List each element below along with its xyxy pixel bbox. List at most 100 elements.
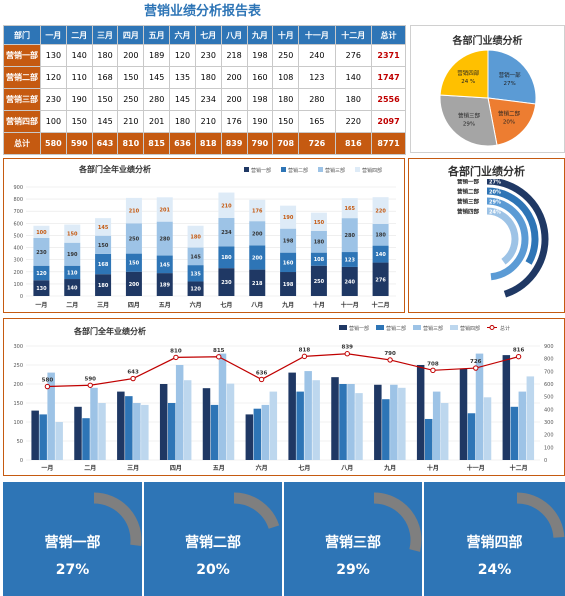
total-cell: 643 — [91, 132, 119, 155]
table-cell: 280 — [143, 88, 171, 111]
combo-bar — [390, 384, 398, 460]
bar-data-label: 180 — [98, 283, 109, 289]
bar-data-label: 210 — [221, 203, 232, 209]
bar-data-label: 180 — [190, 235, 201, 241]
stack-bar — [187, 225, 204, 248]
y-tick-label: 100 — [13, 282, 23, 288]
y-tick-label-right: 600 — [544, 382, 554, 388]
y-tick-label: 900 — [13, 185, 23, 191]
x-tick-label: 七月 — [298, 464, 310, 472]
x-tick-label: 三月 — [127, 464, 139, 472]
tile-name: 营销一部 — [44, 535, 101, 551]
x-tick-label: 四月 — [128, 301, 140, 309]
total-cell: 590 — [65, 132, 93, 155]
legend-swatch — [318, 167, 323, 172]
bar-data-label: 200 — [129, 282, 140, 288]
radial-bar — [486, 179, 549, 298]
line-marker — [173, 354, 179, 361]
table-cell: 130 — [40, 44, 67, 67]
combo-bar — [82, 418, 90, 460]
tile-gauge — [93, 492, 142, 546]
stacked-bar-chart: 各部门全年业绩分析 营销一部 营销二部 营销三部 营销四部 0 100 200 300 400 50… — [13, 164, 396, 309]
total-cell: 2556 — [371, 88, 406, 111]
combo-bar — [210, 404, 219, 460]
table-total-row: 总计 580 590 643 810 815 636 818 839 790 708 726 816 87… — [3, 132, 406, 155]
total-cell: 2371 — [371, 44, 406, 67]
line-marker — [130, 375, 136, 382]
combo-bar — [133, 403, 141, 460]
dept-cell: 营销一部 — [3, 44, 41, 67]
combo-bar — [374, 384, 382, 460]
bar-data-label: 190 — [283, 215, 294, 221]
combo-bar — [175, 365, 184, 460]
y-tick-label-right: 400 — [544, 407, 554, 413]
tile-percent: 27% — [55, 562, 90, 578]
line-marker — [515, 353, 522, 360]
bar-data-label: 250 — [314, 279, 325, 285]
stack-bar — [95, 274, 112, 296]
bar-data-label: 210 — [129, 209, 140, 215]
bar-data-label: 189 — [160, 283, 171, 289]
combo-bar — [74, 406, 82, 460]
combo-bar — [502, 355, 511, 460]
combo-bar — [475, 353, 484, 460]
pie-slice — [439, 94, 498, 147]
pie-slice — [487, 97, 537, 146]
table-cell: 276 — [334, 44, 373, 67]
kpi-tile: 营销三部 29% — [284, 482, 422, 596]
table-header-cell: 七月 — [194, 25, 222, 45]
legend-label: 营销三部 — [423, 325, 443, 332]
combo-bar — [398, 387, 406, 460]
y-tick-label-left: 50 — [17, 439, 23, 445]
table-cell: 140 — [65, 44, 93, 67]
stack-bar — [249, 269, 266, 296]
dept-cell: 总计 — [3, 132, 41, 155]
bar-data-label: 140 — [375, 252, 386, 258]
legend-swatch — [339, 325, 347, 330]
stack-bar — [125, 197, 142, 224]
table-header-cell: 十二月 — [334, 25, 373, 45]
gauge-arc — [93, 492, 142, 546]
bar-data-label: 120 — [36, 271, 47, 277]
y-tick-label-right: 200 — [544, 433, 554, 439]
table-cell: 150 — [117, 66, 145, 89]
stack-bar — [187, 265, 204, 282]
bar-data-label: 150 — [314, 220, 325, 226]
table-cell: 200 — [220, 66, 248, 89]
line-marker — [44, 383, 51, 390]
combo-bar — [440, 403, 449, 460]
table-cell: 176 — [220, 110, 248, 133]
tile-percent: 20% — [196, 562, 230, 578]
y-tick-label-right: 500 — [544, 395, 554, 401]
combo-bar — [261, 404, 270, 460]
stack-bar — [310, 230, 327, 253]
y-tick-label-left: 250 — [13, 363, 23, 369]
combo-bar — [432, 391, 441, 460]
bar-data-label: 276 — [375, 277, 386, 283]
stack-bar — [372, 262, 389, 296]
stack-bar — [372, 223, 389, 246]
table-header-cell: 十月 — [272, 25, 300, 45]
total-cell: 1747 — [371, 66, 406, 89]
combo-bar — [218, 353, 227, 460]
table-header-cell: 一月 — [40, 25, 67, 45]
combo-bar — [31, 410, 39, 460]
table-cell: 234 — [194, 88, 222, 111]
table-cell: 200 — [220, 88, 248, 111]
legend-label: 营销四部 — [362, 167, 382, 174]
stack-bar — [125, 223, 142, 254]
combo-bar — [141, 404, 149, 460]
table-cell: 165 — [298, 110, 336, 133]
table-cell: 198 — [246, 88, 274, 111]
radial-value-label: 20% — [489, 190, 501, 196]
y-tick-label-left: 0 — [20, 458, 23, 464]
line-data-label: 726 — [470, 359, 482, 365]
bar-data-label: 130 — [36, 286, 47, 292]
line-data-label: 816 — [513, 348, 525, 354]
stack-bar — [218, 268, 235, 296]
stack-bar — [280, 205, 297, 229]
stack-bar — [280, 228, 297, 253]
table-row: 营销三部 230 190 150 250 280 145 234 200 198 180 280 180… — [3, 88, 406, 111]
table-cell: 160 — [246, 66, 274, 89]
legend-label: 营销三部 — [325, 167, 345, 174]
